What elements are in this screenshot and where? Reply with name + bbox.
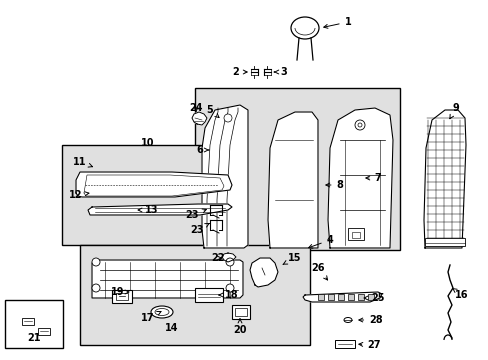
Polygon shape [192, 112, 206, 125]
Bar [357, 294, 363, 300]
Ellipse shape [155, 309, 169, 315]
Text: 22: 22 [211, 253, 224, 263]
Text: 18: 18 [219, 290, 238, 300]
Bar [337, 294, 343, 300]
Text: 21: 21 [27, 333, 41, 343]
Bar [116, 293, 128, 300]
Text: 24: 24 [189, 103, 203, 113]
Text: 16: 16 [451, 288, 468, 300]
Text: 11: 11 [73, 157, 92, 167]
Polygon shape [249, 258, 278, 287]
Text: 25: 25 [364, 293, 384, 303]
Text: 6: 6 [196, 145, 208, 155]
Text: 26: 26 [311, 263, 327, 280]
Bar [424, 238, 464, 246]
Text: 5: 5 [206, 105, 219, 117]
Circle shape [224, 114, 231, 122]
Circle shape [92, 258, 100, 266]
Text: 3: 3 [274, 67, 286, 77]
Text: 14: 14 [165, 323, 179, 333]
Polygon shape [88, 204, 231, 215]
Text: 20: 20 [233, 319, 246, 335]
Polygon shape [327, 108, 392, 248]
Circle shape [92, 284, 100, 292]
Bar [62, 145, 237, 245]
Bar [351, 232, 359, 238]
Bar [195, 88, 399, 250]
Text: 2: 2 [232, 67, 246, 77]
Polygon shape [76, 172, 231, 197]
Text: 1: 1 [323, 17, 351, 28]
Circle shape [354, 120, 364, 130]
Bar [347, 228, 363, 240]
Ellipse shape [151, 306, 173, 318]
Text: 12: 12 [69, 190, 89, 200]
Text: 23: 23 [190, 224, 209, 235]
Ellipse shape [343, 318, 351, 323]
Text: 17: 17 [141, 311, 161, 323]
Polygon shape [303, 292, 381, 302]
Text: 9: 9 [449, 103, 458, 119]
Bar [22, 318, 34, 325]
Polygon shape [202, 105, 247, 248]
Bar [112, 290, 132, 303]
Bar [334, 340, 354, 348]
Text: 19: 19 [111, 287, 129, 297]
Bar [38, 328, 50, 335]
Text: 15: 15 [283, 253, 301, 265]
Text: 13: 13 [138, 205, 159, 215]
Circle shape [225, 284, 234, 292]
Polygon shape [92, 260, 243, 298]
Text: 28: 28 [358, 315, 382, 325]
Polygon shape [267, 112, 317, 248]
Polygon shape [423, 110, 465, 248]
Text: 4: 4 [308, 235, 333, 248]
Ellipse shape [290, 17, 318, 39]
Text: 23: 23 [185, 209, 206, 220]
Polygon shape [222, 253, 236, 262]
Circle shape [357, 123, 361, 127]
Bar [195, 288, 223, 302]
Bar [327, 294, 333, 300]
Bar [347, 294, 353, 300]
Bar [5, 300, 63, 348]
Bar [317, 294, 324, 300]
Bar [80, 245, 309, 345]
Bar [367, 294, 373, 300]
Text: 27: 27 [358, 340, 380, 350]
Text: 10: 10 [141, 138, 154, 148]
Bar [231, 305, 249, 319]
Text: 8: 8 [325, 180, 343, 190]
Bar [235, 308, 246, 316]
Text: 7: 7 [365, 173, 381, 183]
Circle shape [225, 258, 234, 266]
